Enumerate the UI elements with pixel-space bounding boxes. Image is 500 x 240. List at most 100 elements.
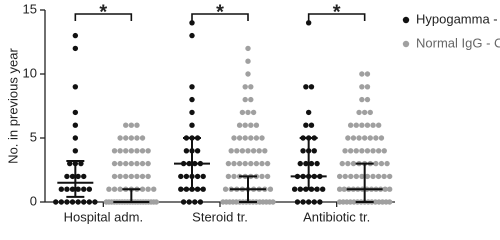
data-point [78,160,84,167]
data-point [256,148,262,154]
data-point [305,109,312,116]
data-point [264,160,271,167]
data-point [222,186,229,192]
data-point [259,173,265,180]
data-point [67,160,73,167]
data-point [189,32,195,39]
data-point [350,160,357,167]
data-point [264,173,271,180]
data-point [308,84,315,90]
data-point [253,160,260,167]
data-point [58,199,65,205]
data-point [303,122,309,128]
data-point [75,199,81,205]
data-point [262,148,268,154]
y-tick-label: 15 [23,1,37,16]
legend-label: Normal IgG - COPD [416,35,500,50]
data-point [117,135,123,141]
data-point [69,199,76,205]
data-point [267,186,274,192]
data-point [375,148,382,154]
data-point [128,173,135,180]
data-point [139,135,146,141]
data-point [231,160,237,167]
data-point [359,148,365,154]
data-point [189,109,195,116]
data-point [242,96,248,103]
data-point [72,84,79,90]
data-point [341,186,347,192]
data-point [245,109,251,116]
y-tick-label: 0 [30,193,37,208]
data-point [353,148,359,154]
data-point [236,122,243,128]
data-point [134,135,140,141]
data-point [117,148,123,154]
data-point [359,84,365,90]
data-point [128,122,135,128]
data-point [259,135,265,141]
data-point [58,186,65,192]
data-point [336,173,343,180]
data-point [300,148,306,154]
data-point [345,135,351,141]
data-point [139,160,146,167]
data-point [314,160,320,167]
data-point [239,109,246,116]
data-point [370,148,376,154]
data-point [123,148,129,154]
data-point [347,148,354,154]
data-point [111,160,118,167]
data-point [242,160,248,167]
data-point [250,148,257,154]
data-point [305,20,312,26]
significance-label: * [333,1,341,23]
data-point [153,199,160,205]
data-point [189,96,195,103]
data-point [64,186,70,192]
data-point [72,45,79,52]
data-point [64,173,70,180]
data-point [86,186,93,192]
data-point [69,173,76,180]
legend-label: Hypogamma - COPD [416,11,500,26]
data-point [248,122,254,128]
data-point [236,135,243,141]
data-point [245,71,251,77]
data-point [236,160,243,167]
data-point [248,96,254,103]
data-point [139,186,146,192]
data-point [134,122,140,128]
data-point [117,173,123,180]
data-point [86,199,93,205]
data-point [303,160,309,167]
data-point [364,173,371,180]
data-point [81,186,87,192]
data-point [64,199,70,205]
y-tick-label: 5 [30,129,37,144]
data-point [373,160,379,167]
data-point [248,135,254,141]
data-point [53,199,59,205]
data-point [145,160,151,167]
data-point [311,199,317,205]
data-point [245,148,251,154]
data-point [111,186,118,192]
data-point [106,186,112,192]
data-point [270,199,276,205]
data-point [253,135,260,141]
y-axis-label: No. in previous year [5,48,20,164]
data-point [356,109,362,116]
y-tick-label: 10 [23,65,37,80]
significance-label: * [99,1,107,23]
data-point [72,109,79,116]
data-point [194,148,201,154]
data-point [308,122,315,128]
data-point [123,173,129,180]
data-point [92,199,98,205]
data-point [180,199,187,205]
data-point [231,135,237,141]
data-point [359,96,365,103]
significance-bracket [191,13,249,21]
data-point [178,186,184,192]
